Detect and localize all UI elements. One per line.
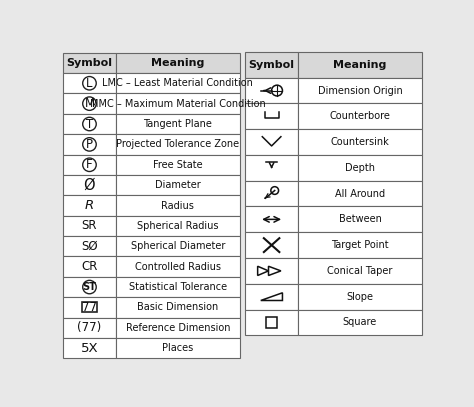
Text: Meaning: Meaning [151, 58, 204, 68]
Text: Diameter: Diameter [155, 180, 201, 190]
Bar [298, 232, 422, 258]
Text: Free State: Free State [153, 160, 203, 170]
Text: Projected Tolerance Zone: Projected Tolerance Zone [116, 139, 239, 149]
Text: All Around: All Around [335, 188, 385, 199]
Bar [63, 73, 116, 94]
Bar [298, 129, 422, 155]
Bar [116, 236, 240, 256]
Bar [245, 258, 298, 284]
Text: Depth: Depth [345, 163, 375, 173]
Bar [116, 195, 240, 216]
Bar [245, 129, 298, 155]
Bar [298, 258, 422, 284]
Bar [63, 216, 116, 236]
Bar [63, 277, 116, 297]
Bar [63, 94, 116, 114]
Bar [298, 52, 422, 78]
Bar [245, 206, 298, 232]
Text: Spherical Radius: Spherical Radius [137, 221, 219, 231]
Bar [116, 53, 240, 73]
Bar [245, 284, 298, 309]
Text: Basic Dimension: Basic Dimension [137, 302, 219, 313]
Text: Conical Taper: Conical Taper [327, 266, 392, 276]
Text: R: R [85, 199, 94, 212]
Bar [298, 78, 422, 103]
Text: Dimension Origin: Dimension Origin [318, 85, 402, 96]
Bar [63, 338, 116, 359]
Bar [298, 181, 422, 206]
Bar [298, 155, 422, 181]
Bar [116, 134, 240, 155]
Bar [116, 155, 240, 175]
Text: F: F [86, 158, 93, 171]
Text: Symbol: Symbol [66, 58, 112, 68]
Text: 77: 77 [82, 301, 97, 314]
Bar [63, 155, 116, 175]
Text: M: M [84, 97, 94, 110]
Bar [245, 155, 298, 181]
Bar [245, 181, 298, 206]
Text: Symbol: Symbol [248, 60, 295, 70]
Bar [116, 338, 240, 359]
Text: T: T [86, 118, 93, 131]
Text: Counterbore: Counterbore [329, 112, 391, 121]
Text: Tangent Plane: Tangent Plane [144, 119, 212, 129]
Bar [63, 297, 116, 317]
Bar [266, 317, 277, 328]
Text: Slope: Slope [346, 292, 374, 302]
Text: Ø: Ø [84, 178, 95, 193]
Bar [63, 134, 116, 155]
Text: Countersink: Countersink [330, 137, 389, 147]
Bar [245, 309, 298, 335]
Text: Places: Places [162, 343, 193, 353]
Text: Meaning: Meaning [333, 60, 387, 70]
Bar [116, 94, 240, 114]
Bar [116, 317, 240, 338]
Text: Spherical Diameter: Spherical Diameter [131, 241, 225, 251]
Bar [298, 284, 422, 309]
Bar [63, 53, 116, 73]
Bar [63, 317, 116, 338]
Text: Statistical Tolerance: Statistical Tolerance [129, 282, 227, 292]
Bar [245, 103, 298, 129]
Bar [116, 277, 240, 297]
Bar [63, 175, 116, 195]
Text: Controlled Radius: Controlled Radius [135, 262, 221, 272]
Bar [116, 73, 240, 94]
Bar [63, 256, 116, 277]
Text: Square: Square [343, 317, 377, 327]
Text: (77): (77) [77, 321, 101, 334]
Text: P: P [86, 138, 93, 151]
Text: Radius: Radius [161, 201, 194, 210]
Bar [298, 309, 422, 335]
Bar [298, 103, 422, 129]
Bar [116, 256, 240, 277]
Bar [116, 114, 240, 134]
Text: SØ: SØ [81, 240, 98, 253]
Text: CR: CR [81, 260, 98, 273]
Text: SR: SR [82, 219, 97, 232]
Text: ST: ST [82, 282, 96, 292]
Bar [116, 175, 240, 195]
Text: LMC – Least Material Condition: LMC – Least Material Condition [102, 78, 253, 88]
Bar [116, 297, 240, 317]
Bar [116, 216, 240, 236]
Text: 5X: 5X [81, 342, 98, 354]
Text: L: L [86, 77, 93, 90]
Bar [245, 52, 298, 78]
Bar [298, 206, 422, 232]
Bar [63, 195, 116, 216]
Bar [245, 232, 298, 258]
Bar [82, 302, 97, 313]
Text: MMC – Maximum Material Condition: MMC – Maximum Material Condition [90, 98, 266, 109]
Bar [63, 114, 116, 134]
Text: Reference Dimension: Reference Dimension [126, 323, 230, 333]
Text: Target Point: Target Point [331, 240, 389, 250]
Text: Between: Between [338, 214, 382, 224]
Bar [245, 78, 298, 103]
Bar [63, 236, 116, 256]
